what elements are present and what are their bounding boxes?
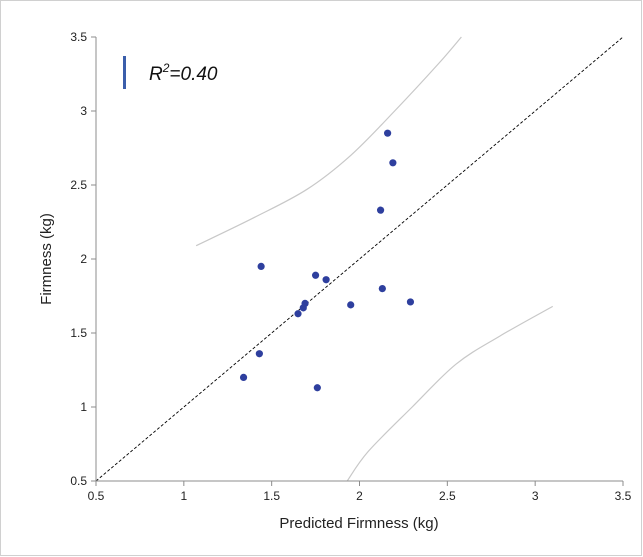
x-tick-label: 3 — [532, 489, 539, 503]
y-tick-label: 3 — [80, 104, 87, 118]
upper-bound-curve — [195, 36, 462, 247]
data-point — [378, 285, 386, 293]
data-point — [239, 373, 248, 381]
x-tick-label: 0.5 — [88, 489, 105, 503]
prediction-bounds — [195, 36, 554, 482]
legend-marker — [123, 56, 126, 89]
x-tick-label: 1 — [180, 489, 187, 503]
data-point — [255, 350, 263, 358]
data-point — [322, 276, 330, 284]
data-point — [301, 299, 309, 307]
data-point — [384, 129, 392, 137]
y-tick-label: 2.5 — [70, 178, 87, 192]
x-axis-title: Predicted Firmness (kg) — [279, 515, 438, 532]
data-point — [376, 206, 385, 214]
data-point — [311, 271, 320, 279]
r-squared-prefix: R — [149, 64, 163, 85]
r-squared-superscript: 2 — [162, 61, 170, 75]
y-tick-label: 1 — [80, 400, 87, 414]
data-point — [257, 262, 265, 270]
x-tick-label: 1.5 — [263, 489, 280, 503]
y-tick-label: 1.5 — [70, 326, 87, 340]
lower-bound-curve — [346, 305, 554, 482]
data-point — [389, 159, 397, 167]
x-tick-label: 3.5 — [615, 489, 632, 503]
y-tick-label: 2 — [80, 252, 87, 266]
y-tick-label: 3.5 — [70, 30, 87, 44]
data-point — [406, 298, 415, 306]
x-tick-label: 2 — [356, 489, 363, 503]
tick-labels: 0.5 1 1.5 2 2.5 3 3.5 0.5 1 1.5 2 2.5 3 3.5 — [70, 30, 631, 503]
data-points — [239, 129, 415, 392]
data-point — [313, 384, 321, 392]
y-tick-label: 0.5 — [70, 474, 87, 488]
r-squared-annotation: R2=0.40 — [149, 61, 218, 85]
x-tick-label: 2.5 — [439, 489, 456, 503]
data-point — [347, 301, 355, 309]
y-axis-title: Firmness (kg) — [38, 213, 55, 305]
data-point — [294, 310, 302, 318]
r-squared-value: =0.40 — [169, 64, 218, 85]
